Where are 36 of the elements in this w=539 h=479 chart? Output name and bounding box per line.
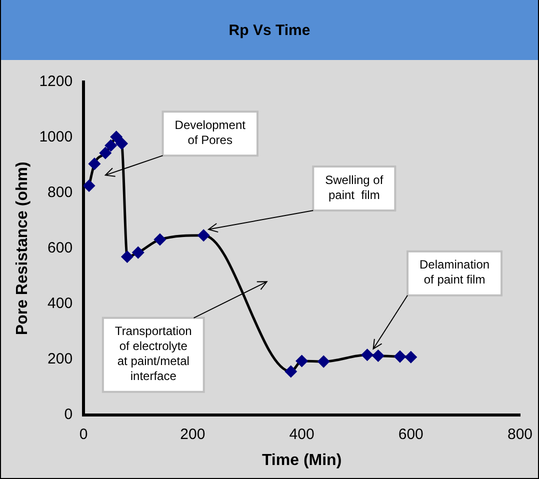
annotation: Delamination of paint film: [420, 258, 490, 287]
x-tick-label: 200: [180, 426, 206, 443]
point: [198, 230, 210, 242]
y-tick-label: 600: [48, 240, 73, 257]
point: [372, 350, 384, 362]
y-tick-label: 800: [48, 184, 73, 202]
point: [84, 180, 95, 192]
y-tick-label: 200: [48, 350, 73, 368]
x-tick-label: 800: [507, 426, 533, 443]
point: [116, 138, 128, 150]
point: [121, 250, 133, 262]
chart-title: Rp Vs Time: [1, 0, 538, 60]
point: [88, 158, 100, 170]
point: [110, 131, 122, 143]
point: [285, 366, 297, 378]
point: [296, 355, 308, 367]
point: [362, 349, 373, 361]
annotation: Development of Pores: [174, 118, 246, 147]
x-tick-label: 600: [398, 426, 424, 443]
point: [405, 351, 417, 363]
annotation: Transportation of electrolyte at paint/metal interface: [114, 324, 192, 384]
y-tick-label: 400: [48, 295, 73, 312]
annotation: Swelling of paint film: [325, 172, 384, 202]
x-axis-title: Time (Min): [262, 452, 342, 469]
point: [394, 350, 406, 362]
y-tick-label: 1000: [39, 128, 73, 146]
y-axis-title: Pore Resistance (ohm): [14, 162, 32, 336]
point: [100, 147, 112, 159]
point: [132, 246, 144, 258]
x-tick-label: 400: [289, 426, 314, 443]
point: [318, 356, 330, 368]
y-tick-label: 1200: [39, 73, 73, 90]
point: [105, 140, 117, 152]
y-tick-label: 0: [64, 406, 73, 423]
x-tick-label: 0: [79, 426, 88, 443]
point: [154, 234, 166, 246]
